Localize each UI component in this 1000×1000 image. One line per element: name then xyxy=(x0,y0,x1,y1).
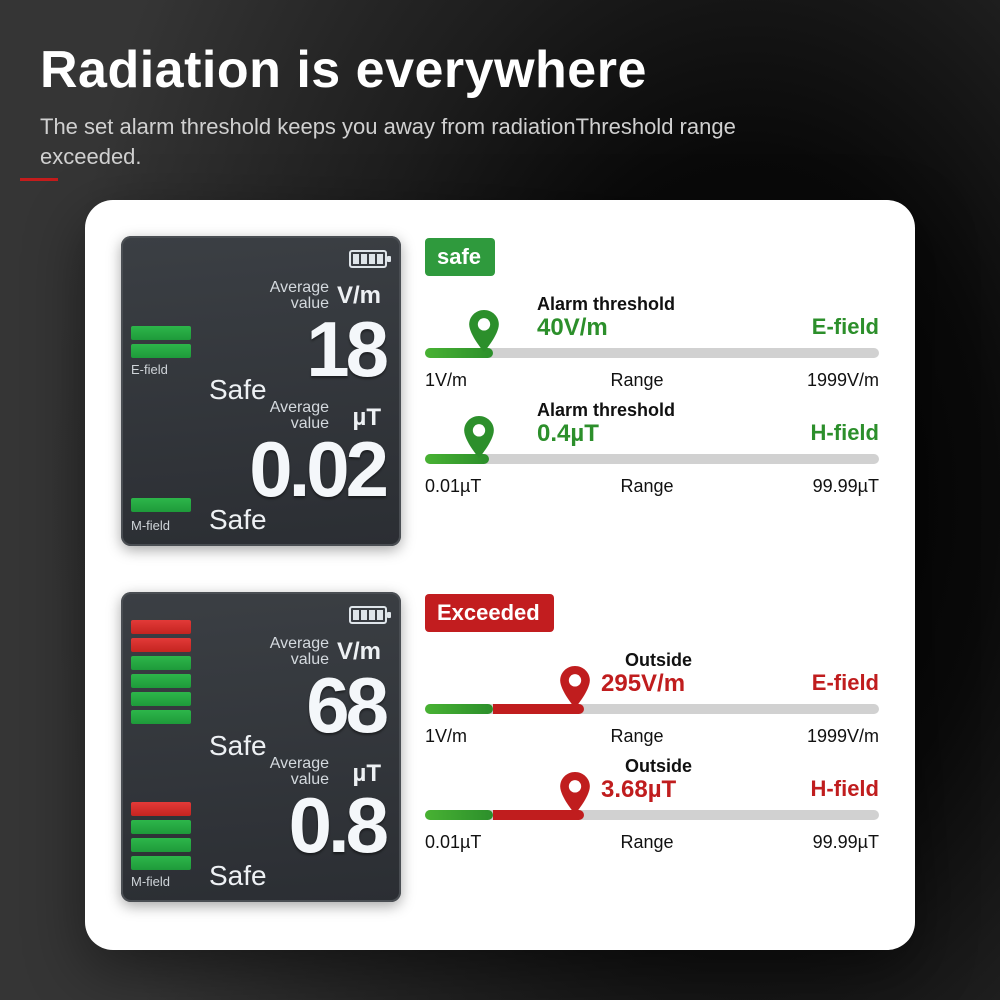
exceeded-row: Average value V/m 68 Safe E-field Averag… xyxy=(121,592,879,902)
range-min: 0.01µT xyxy=(425,476,481,497)
lcd-value-e: 18 xyxy=(306,304,385,395)
mfield-label: M-field xyxy=(131,874,170,889)
range-mid: Range xyxy=(610,370,663,391)
range-value: 40V/m xyxy=(537,314,608,342)
range-value: 3.68µT xyxy=(601,776,676,804)
range-max: 1999V/m xyxy=(807,370,879,391)
lcd-value-m: 0.02 xyxy=(249,424,385,515)
range-title: Alarm threshold xyxy=(537,400,675,421)
range-bar xyxy=(425,702,879,716)
field-name: E-field xyxy=(812,314,879,340)
level-segment xyxy=(131,692,191,706)
page-title: Radiation is everywhere xyxy=(40,40,960,100)
bars-m-safe xyxy=(131,498,191,512)
level-segment xyxy=(131,838,191,852)
level-segment xyxy=(131,710,191,724)
level-segment xyxy=(131,620,191,634)
lcd-value-e: 68 xyxy=(306,660,385,751)
page-subtitle: The set alarm threshold keeps you away f… xyxy=(40,112,840,171)
exceeded-tag: Exceeded xyxy=(425,594,554,632)
level-segment xyxy=(131,638,191,652)
info-card: Average value V/m 18 Safe E-field Averag… xyxy=(85,200,915,950)
range-min: 0.01µT xyxy=(425,832,481,853)
range-min: 1V/m xyxy=(425,370,467,391)
range-block: Alarm threshold0.4µT H-field 0.01µT Range 99… xyxy=(425,400,879,496)
level-segment xyxy=(131,856,191,870)
range-bar xyxy=(425,808,879,822)
field-name: H-field xyxy=(811,420,879,446)
range-title: Alarm threshold xyxy=(537,294,675,315)
range-mid: Range xyxy=(620,832,673,853)
level-segment xyxy=(131,802,191,816)
location-pin-icon xyxy=(560,666,590,708)
lcd-value-m: 0.8 xyxy=(289,780,385,871)
range-mid: Range xyxy=(610,726,663,747)
bars-e-safe xyxy=(131,326,191,358)
level-segment xyxy=(131,326,191,340)
location-pin-icon xyxy=(464,416,494,458)
range-max: 99.99µT xyxy=(813,832,879,853)
field-name: E-field xyxy=(812,670,879,696)
range-title: Outside xyxy=(625,650,692,671)
field-name: H-field xyxy=(811,776,879,802)
range-title: Outside xyxy=(625,756,692,777)
lcd-safe: Average value V/m 18 Safe E-field Averag… xyxy=(121,236,401,546)
range-bar xyxy=(425,452,879,466)
efield-label: E-field xyxy=(131,362,168,377)
range-min: 1V/m xyxy=(425,726,467,747)
location-pin-icon xyxy=(560,772,590,814)
level-segment xyxy=(131,344,191,358)
mfield-label: M-field xyxy=(131,518,170,533)
range-value: 0.4µT xyxy=(537,420,599,448)
safe-tag: safe xyxy=(425,238,495,276)
lcd-exceeded: Average value V/m 68 Safe E-field Averag… xyxy=(121,592,401,902)
range-block: Outside295V/m E-field 1V/m Range 1999V/m xyxy=(425,650,879,746)
range-mid: Range xyxy=(620,476,673,497)
range-max: 99.99µT xyxy=(813,476,879,497)
range-max: 1999V/m xyxy=(807,726,879,747)
bars-m-exc xyxy=(131,802,191,870)
status-m: Safe xyxy=(209,504,267,536)
level-segment xyxy=(131,674,191,688)
bars-e-exc xyxy=(131,620,191,724)
status-m: Safe xyxy=(209,860,267,892)
accent-bar xyxy=(20,178,58,181)
level-segment xyxy=(131,820,191,834)
range-bar xyxy=(425,346,879,360)
safe-row: Average value V/m 18 Safe E-field Averag… xyxy=(121,236,879,546)
location-pin-icon xyxy=(469,310,499,352)
range-block: Outside3.68µT H-field 0.01µT Range 99.99µT xyxy=(425,756,879,852)
range-block: Alarm threshold40V/m E-field 1V/m Range 1999… xyxy=(425,294,879,390)
range-value: 295V/m xyxy=(601,670,685,698)
level-segment xyxy=(131,498,191,512)
level-segment xyxy=(131,656,191,670)
